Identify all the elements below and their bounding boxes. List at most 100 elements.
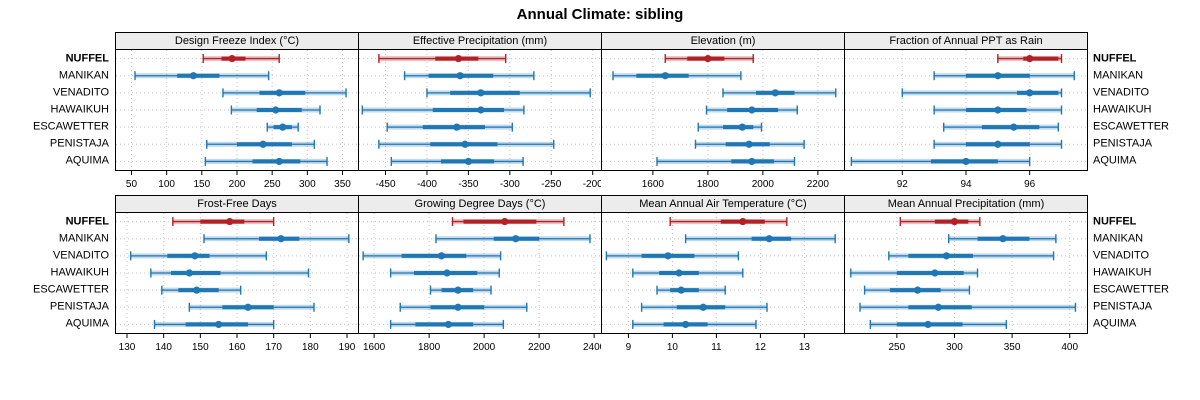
axis-ticks: 50 100 150 200 250 300 350: [126, 171, 351, 190]
panel-title: Mean Annual Air Temperature (°C): [602, 196, 844, 213]
site-label-right: VENADITO: [1093, 249, 1150, 262]
panel-plot: [845, 50, 1087, 170]
svg-text:180: 180: [302, 342, 319, 353]
svg-text:10: 10: [667, 342, 679, 353]
panel-plot: [116, 50, 358, 170]
site-label-left: HAWAIKUH: [50, 266, 109, 279]
site-label-right: AQUIMA: [1093, 154, 1137, 167]
axis-ticks: 92 94 96: [897, 171, 1036, 190]
svg-text:-300: -300: [500, 179, 520, 190]
svg-text:12: 12: [755, 342, 767, 353]
panel: Frost-Free Days: [115, 195, 358, 334]
svg-text:140: 140: [155, 342, 172, 353]
panels-strip: Design Freeze Index (°C) Effective Precip…: [115, 32, 1088, 171]
svg-text:96: 96: [1024, 179, 1036, 190]
panel-title: Design Freeze Index (°C): [116, 33, 358, 50]
svg-text:-250: -250: [541, 179, 561, 190]
panel-plot: [116, 213, 358, 333]
axis-spacer: [0, 171, 115, 195]
panel-plot: [359, 50, 601, 170]
site-label-left: AQUIMA: [65, 317, 109, 330]
panel-title: Fraction of Annual PPT as Rain: [845, 33, 1087, 50]
panel-plot: [602, 50, 844, 170]
panel: Effective Precipitation (mm): [358, 32, 601, 171]
panel-title: Effective Precipitation (mm): [359, 33, 601, 50]
panel: Mean Annual Air Temperature (°C): [601, 195, 844, 334]
svg-text:250: 250: [264, 179, 281, 190]
site-label-left: VENADITO: [52, 86, 109, 99]
axis-ticks: 1600 1800 2000 2200 2400: [363, 334, 606, 353]
svg-text:250: 250: [889, 342, 906, 353]
axis-ticks: 130 140 150 160 170 180 190: [119, 334, 356, 353]
axis-ticks: 9 10 11 12 13: [626, 334, 810, 353]
svg-text:1800: 1800: [418, 342, 441, 353]
chart-title: Annual Climate: sibling: [516, 6, 684, 23]
panel-axis: 9 10 11 12 13: [601, 334, 844, 358]
site-labels-left: NUFFEL MANIKAN VENADITO HAWAIKUH ESCAWETTER P…: [0, 32, 115, 171]
svg-text:350: 350: [1004, 342, 1021, 353]
svg-text:200: 200: [229, 179, 246, 190]
site-label-right: MANIKAN: [1093, 69, 1144, 82]
site-label-left: NUFFEL: [65, 52, 109, 65]
svg-text:-450: -450: [376, 179, 396, 190]
site-label-right: HAWAIKUH: [1093, 266, 1152, 279]
svg-text:50: 50: [126, 179, 138, 190]
svg-text:150: 150: [193, 179, 210, 190]
chart-area: NUFFEL MANIKAN VENADITO HAWAIKUH ESCAWETTER P…: [0, 32, 1200, 358]
panel-title: Frost-Free Days: [116, 196, 358, 213]
svg-text:350: 350: [334, 179, 351, 190]
axis-row: 50 100 150 200 250 300 350 -450 -400 -350 -300 -250…: [0, 171, 1200, 195]
svg-text:190: 190: [339, 342, 356, 353]
panel-axis: -450 -400 -350 -300 -250 -200: [358, 171, 603, 195]
panel: Fraction of Annual PPT as Rain: [844, 32, 1088, 171]
site-label-right: VENADITO: [1093, 86, 1150, 99]
svg-text:130: 130: [119, 342, 136, 353]
svg-text:11: 11: [711, 342, 722, 353]
panel-row: NUFFEL MANIKAN VENADITO HAWAIKUH ESCAWETTER P…: [0, 195, 1200, 334]
site-label-right: NUFFEL: [1093, 215, 1137, 228]
panel: Growing Degree Days (°C): [358, 195, 601, 334]
svg-text:300: 300: [946, 342, 963, 353]
axis-ticks: -450 -400 -350 -300 -250 -200: [376, 171, 603, 190]
panel: Design Freeze Index (°C): [115, 32, 358, 171]
panel-axis: 1600 1800 2000 2200: [601, 171, 844, 195]
svg-text:92: 92: [897, 179, 909, 190]
panel-title: Mean Annual Precipitation (mm): [845, 196, 1087, 213]
svg-text:150: 150: [192, 342, 209, 353]
panel-plot: [602, 213, 844, 333]
svg-text:1600: 1600: [363, 342, 386, 353]
panel-plot: [359, 213, 601, 333]
site-label-right: ESCAWETTER: [1093, 283, 1169, 296]
svg-text:1600: 1600: [642, 179, 665, 190]
panel-axis: 92 94 96: [844, 171, 1088, 195]
axis-spacer: [1088, 334, 1200, 358]
svg-text:100: 100: [158, 179, 175, 190]
site-labels-right: NUFFEL MANIKAN VENADITO HAWAIKUH ESCAWETTER P…: [1088, 32, 1200, 171]
svg-text:-400: -400: [417, 179, 437, 190]
site-label-right: NUFFEL: [1093, 52, 1137, 65]
panel-title: Growing Degree Days (°C): [359, 196, 601, 213]
site-label-right: PENISTAJA: [1093, 300, 1153, 313]
site-label-right: HAWAIKUH: [1093, 103, 1152, 116]
site-label-right: MANIKAN: [1093, 232, 1144, 245]
svg-text:170: 170: [265, 342, 282, 353]
svg-text:160: 160: [229, 342, 246, 353]
svg-text:2200: 2200: [528, 342, 551, 353]
axis-row: 130 140 150 160 170 180 190 1600 1800 2000 2200 240…: [0, 334, 1200, 358]
site-label-left: ESCAWETTER: [33, 120, 109, 133]
svg-text:2200: 2200: [807, 179, 830, 190]
site-label-left: VENADITO: [52, 249, 109, 262]
site-label-left: ESCAWETTER: [33, 283, 109, 296]
svg-text:2000: 2000: [473, 342, 496, 353]
panel-row: NUFFEL MANIKAN VENADITO HAWAIKUH ESCAWETTER P…: [0, 32, 1200, 171]
axis-spacer: [1088, 171, 1200, 195]
site-labels-right: NUFFEL MANIKAN VENADITO HAWAIKUH ESCAWETTER P…: [1088, 195, 1200, 334]
svg-text:94: 94: [960, 179, 972, 190]
svg-text:1800: 1800: [697, 179, 720, 190]
panel: Mean Annual Precipitation (mm): [844, 195, 1088, 334]
panel-axis: 130 140 150 160 170 180 190: [115, 334, 358, 358]
site-labels-left: NUFFEL MANIKAN VENADITO HAWAIKUH ESCAWETTER P…: [0, 195, 115, 334]
site-label-left: NUFFEL: [65, 215, 109, 228]
svg-text:-200: -200: [583, 179, 601, 190]
